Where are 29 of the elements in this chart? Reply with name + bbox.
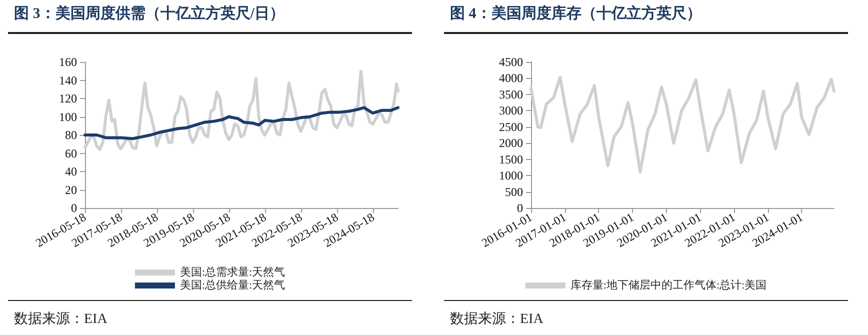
y-tick-label: 2000 [499,136,523,150]
legend-label: 库存量:地下储层中的工作气体:总计:美国 [570,278,767,292]
y-tick-label: 0 [71,201,77,215]
y-tick-label: 120 [59,92,77,106]
y-tick-label: 3000 [499,104,523,118]
y-tick-label: 4000 [499,71,523,86]
y-tick-label: 160 [59,55,77,69]
legend-label: 美国:总需求量:天然气 [180,266,286,278]
y-tick-label: 20 [65,182,77,197]
chart-title: 图 4：美国周度库存（十亿立方英尺） [450,4,702,23]
line-series [530,76,836,174]
chart-title: 图 3：美国周度供需（十亿立方英尺/日） [14,4,284,23]
y-tick-label: 3500 [499,87,523,102]
y-tick-label: 500 [505,184,523,199]
y-tick-label: 100 [59,110,77,124]
y-tick-label: 1000 [499,168,523,183]
y-tick-label: 2500 [499,120,523,134]
y-tick-label: 60 [65,146,77,160]
y-tick-label: 0 [517,201,523,215]
y-tick-label: 1500 [499,152,523,166]
y-tick-label: 40 [65,164,77,178]
y-tick-label: 140 [59,73,77,88]
line-series [84,106,400,140]
legend-label: 美国:总供给量:天然气 [180,278,286,292]
source-note: 数据来源：EIA [14,310,108,328]
y-tick-label: 80 [65,128,77,142]
source-note: 数据来源：EIA [450,310,544,328]
y-tick-label: 4500 [499,55,523,69]
line-series [84,70,400,152]
